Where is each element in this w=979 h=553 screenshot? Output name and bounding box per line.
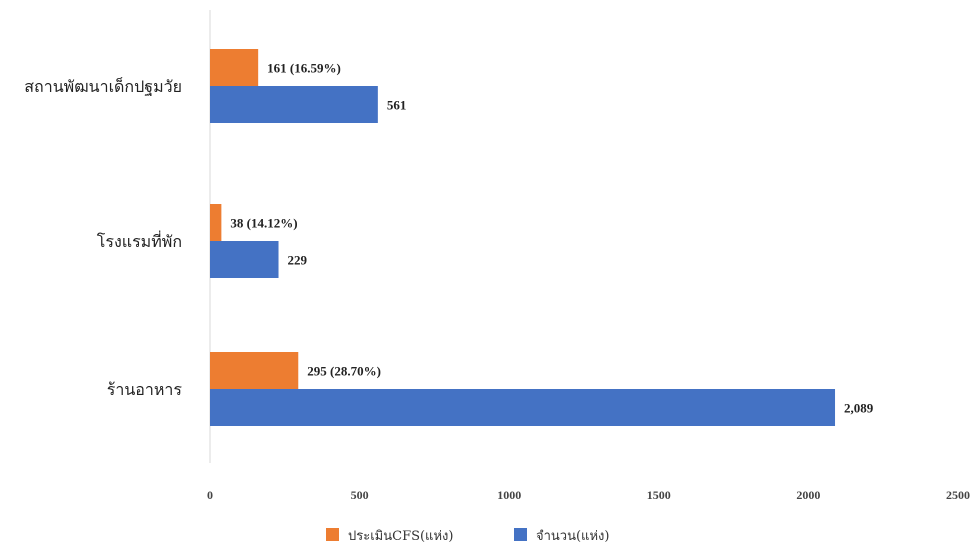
data-label: 38 (14.12%) [230, 216, 297, 231]
data-label: 229 [288, 253, 308, 268]
bar-total [210, 389, 836, 426]
x-tick-label: 0 [207, 488, 213, 502]
plot-area: สถานพัฒนาเด็กปฐมวัย 161 (16.59%) 561 โรงแรม… [24, 10, 970, 502]
legend-label: จำนวน(แห่ง) [536, 529, 609, 544]
category-label: โรงแรมที่พัก [97, 230, 182, 251]
data-label: 295 (28.70%) [307, 364, 381, 379]
x-tick-label: 1500 [647, 488, 671, 502]
data-label: 561 [387, 98, 407, 113]
x-tick-label: 500 [351, 488, 369, 502]
legend-label: ประเมินCFS(แห่ง) [348, 529, 453, 544]
x-tick-label: 2500 [946, 488, 970, 502]
bar-cfs [210, 204, 222, 241]
bar-cfs [210, 352, 299, 389]
data-label: 161 (16.59%) [267, 61, 341, 76]
x-tick-label: 1000 [497, 488, 521, 502]
x-tick-label: 2000 [796, 488, 820, 502]
legend-swatch-total [514, 528, 527, 541]
category-label: ร้านอาหาร [107, 380, 183, 399]
bar-total [210, 241, 279, 278]
bar-cfs [210, 49, 259, 86]
legend: ประเมินCFS(แห่ง) จำนวน(แห่ง) [326, 528, 609, 544]
legend-swatch-cfs [326, 528, 339, 541]
bar-total [210, 86, 378, 123]
category-label: สถานพัฒนาเด็กปฐมวัย [24, 76, 182, 96]
data-label: 2,089 [844, 401, 874, 416]
